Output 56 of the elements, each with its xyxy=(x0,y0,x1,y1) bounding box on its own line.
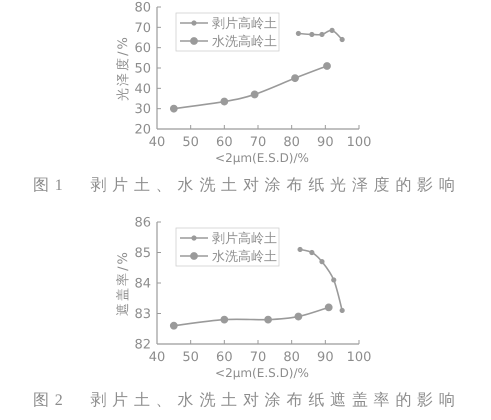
point xyxy=(250,90,259,98)
y-tick-label: 60 xyxy=(134,41,151,56)
point xyxy=(309,32,314,38)
y-axis-title: 光泽度/% xyxy=(115,35,131,101)
x-axis-title: <2μm(E.S.D)/% xyxy=(215,366,309,380)
point xyxy=(170,322,178,330)
x-tick-label: 50 xyxy=(182,135,199,150)
x-tick-label: 90 xyxy=(317,350,334,365)
point xyxy=(294,312,302,320)
y-tick-label: 50 xyxy=(134,62,151,76)
legend-label: 剥片高岭土 xyxy=(212,230,277,246)
point xyxy=(309,250,314,256)
y-tick-label: 86 xyxy=(134,216,151,230)
x-tick-label: 50 xyxy=(182,350,199,365)
text: 图2 剥片土、水洗土对涂布纸遮盖率的影响 xyxy=(33,391,455,409)
x-tick-label: 80 xyxy=(283,135,300,150)
y-tick-label: 82 xyxy=(134,338,151,352)
legend-label: 剥片高岭土 xyxy=(212,16,277,32)
point xyxy=(264,316,272,324)
y-tick-label: 40 xyxy=(134,82,151,97)
y-tick-label: 70 xyxy=(134,20,151,36)
point xyxy=(324,304,333,312)
y-tick-label: 80 xyxy=(134,0,151,16)
x-tick-label: 70 xyxy=(250,135,266,150)
point xyxy=(296,30,301,36)
point xyxy=(220,98,228,106)
point xyxy=(291,74,299,82)
y-tick-label: 84 xyxy=(134,276,151,292)
x-tick-label: 80 xyxy=(283,350,300,365)
x-tick-label: 100 xyxy=(346,350,372,365)
point xyxy=(319,32,325,38)
x-tick-label: 40 xyxy=(148,135,166,150)
y-tick-label: 30 xyxy=(134,102,151,118)
y-tick-label: 20 xyxy=(134,122,151,138)
point xyxy=(220,316,228,324)
y-axis-title: 遮盖率/% xyxy=(115,250,131,316)
legend-label: 水洗高岭土 xyxy=(212,248,277,264)
point xyxy=(297,246,303,252)
point xyxy=(323,62,331,70)
x-tick-label: 40 xyxy=(148,350,166,365)
x-axis-title: <2μm(E.S.D)/% xyxy=(215,151,309,165)
point xyxy=(340,36,345,42)
point xyxy=(329,28,335,33)
y-tick-label: 83 xyxy=(134,307,151,322)
x-tick-label: 100 xyxy=(346,135,372,150)
y-tick-label: 85 xyxy=(134,246,151,261)
point xyxy=(170,104,178,113)
text: 图1 剥片土、水洗土对涂布纸光泽度的影响 xyxy=(33,176,455,194)
point xyxy=(319,259,325,264)
point xyxy=(331,277,336,283)
legend-label: 水洗高岭土 xyxy=(212,34,277,50)
point xyxy=(340,308,345,314)
x-tick-label: 60 xyxy=(216,350,233,365)
x-tick-label: 70 xyxy=(250,350,266,365)
x-tick-label: 60 xyxy=(216,135,233,150)
x-tick-label: 90 xyxy=(317,135,334,150)
